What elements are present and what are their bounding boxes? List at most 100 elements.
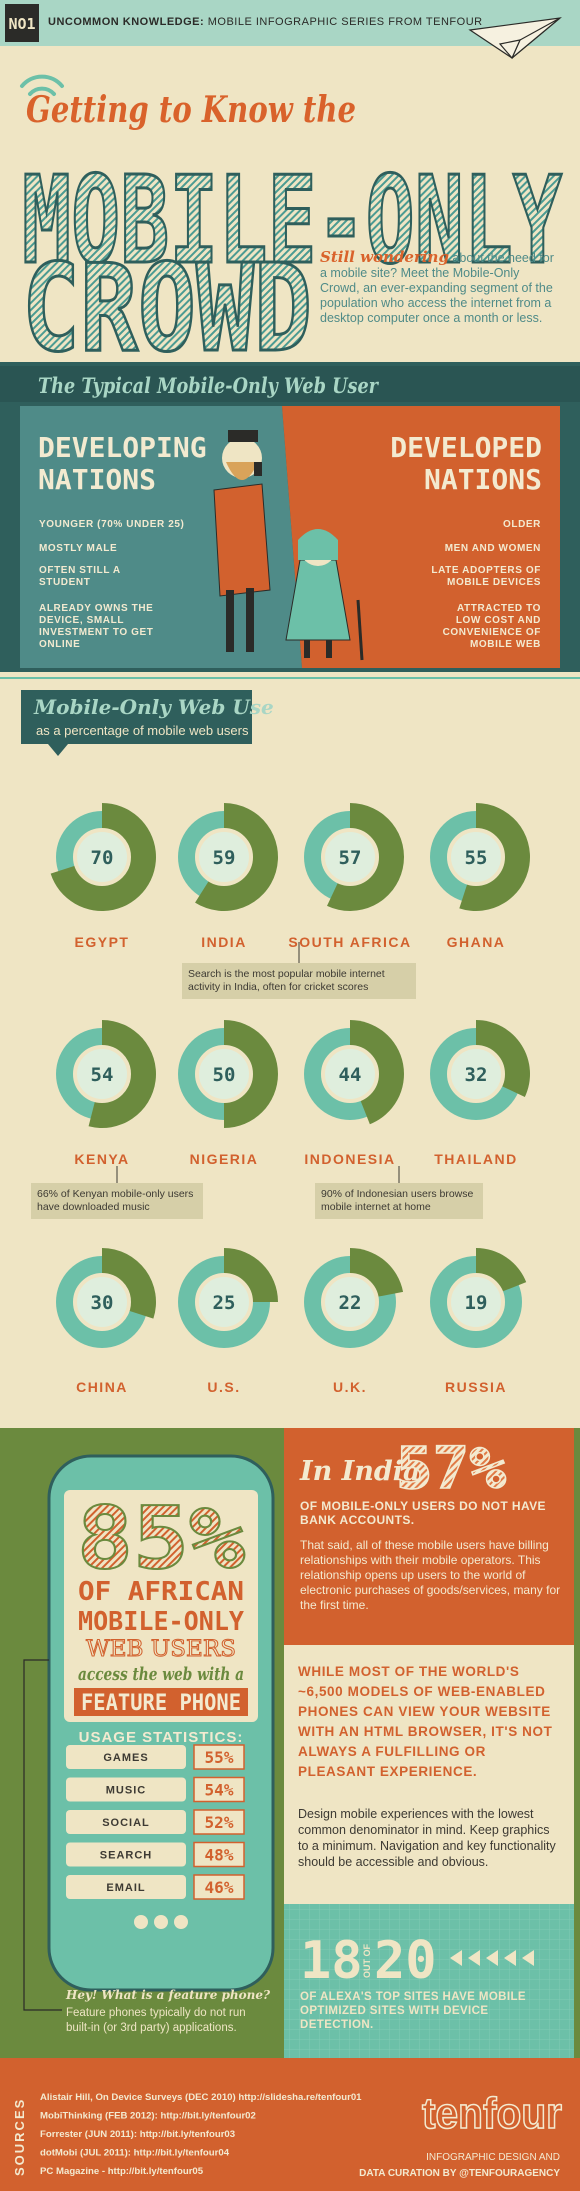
- annotation: 66% of Kenyan mobile-only users have dow…: [31, 1183, 203, 1219]
- chart-subtitle: as a percentage of mobile web users: [36, 723, 249, 738]
- phone-headline: 85%: [77, 1489, 245, 1589]
- note-title: Hey! What is a feature phone?: [66, 1988, 271, 2002]
- donut-label: U.S.: [207, 1379, 240, 1395]
- chart-title-pointer: [48, 744, 68, 756]
- usage-stats: GAMES 55% MUSIC 54% SOCIAL 52% SEARCH 48% EMAIL 4…: [66, 1744, 245, 1900]
- chart-title-box: [21, 690, 252, 744]
- alexa-number: 18: [300, 1931, 363, 1991]
- tagline: UNCOMMON KNOWLEDGE: MOBILE INFOGRAPHIC S…: [48, 16, 483, 28]
- donut-value: 50: [213, 1064, 236, 1086]
- stat-label: SEARCH: [100, 1850, 152, 1862]
- donut-value: 55: [465, 847, 488, 869]
- donut-hole: [195, 1045, 253, 1103]
- stat-box: [193, 1744, 245, 1770]
- donut-hole: [321, 1045, 379, 1103]
- phone-line-3: WEB USERS: [86, 1637, 236, 1662]
- donut-value: 32: [465, 1064, 488, 1086]
- trait: MEN AND WOMEN: [444, 543, 541, 554]
- donut-hole: [447, 828, 505, 886]
- donut-value: 54: [91, 1064, 114, 1086]
- credit-1: INFOGRAPHIC DESIGN AND: [426, 2152, 560, 2163]
- badge: [5, 4, 39, 42]
- stat-value: 48%: [205, 1846, 234, 1865]
- sources-label: SOURCES: [12, 2098, 27, 2176]
- stat-value: 55%: [205, 1748, 234, 1767]
- phone-screen: [64, 1490, 258, 1722]
- credit-2: DATA CURATION BY @TENFOURAGENCY: [359, 2168, 560, 2179]
- stat-label: SOCIAL: [102, 1817, 150, 1829]
- donut-hole: [447, 1045, 505, 1103]
- stat-box: [193, 1874, 245, 1900]
- browser-text: Design mobile experiences with the lowes…: [298, 1807, 556, 1869]
- stat-label: MUSIC: [106, 1785, 146, 1797]
- india-figure: 57%: [396, 1434, 506, 1502]
- browser-bold: WHILE MOST OF THE WORLD'S ~6,500 MODELS …: [298, 1664, 553, 1779]
- wifi-icon: [20, 74, 64, 96]
- footer: [0, 2058, 580, 2191]
- browser-panel: [284, 1645, 574, 1904]
- donut-hole: [321, 828, 379, 886]
- stat-value: 54%: [205, 1781, 234, 1800]
- phone-line-1: OF AFRICAN: [78, 1577, 244, 1607]
- stat-bar: [66, 1777, 186, 1802]
- donut-label: INDIA: [201, 934, 247, 950]
- trait: LATE ADOPTERS OF MOBILE DEVICES: [431, 565, 541, 588]
- trait: ATTRACTED TO LOW COST AND CONVENIENCE OF…: [442, 603, 541, 650]
- donut-value: 25: [213, 1292, 236, 1314]
- sources-list: Alistair Hill, On Device Surveys (DEC 20…: [40, 2092, 362, 2177]
- stat-bar: [66, 1745, 186, 1769]
- note-bracket: [23, 1659, 62, 2011]
- developing-heading: DEVELOPING NATIONS: [38, 431, 207, 496]
- donut-label: NIGERIA: [190, 1151, 259, 1167]
- stat-bar: [66, 1875, 186, 1899]
- stat-box: [193, 1776, 245, 1803]
- trait: OFTEN STILL A STUDENT: [39, 565, 121, 588]
- stats-title: USAGE STATISTICS:: [79, 1729, 244, 1746]
- india-lead: In India: [299, 1456, 421, 1487]
- stat-label: GAMES: [103, 1752, 148, 1764]
- alexa-panel: [284, 1904, 574, 2058]
- trait: OLDER: [503, 519, 541, 530]
- intro-lead: Still wondering: [320, 248, 449, 266]
- source-item: Alistair Hill, On Device Surveys (DEC 20…: [40, 2092, 362, 2103]
- stat-bar: [66, 1810, 186, 1834]
- donut-value: 70: [91, 847, 114, 869]
- phone-dots: [134, 1915, 188, 1929]
- india-panel: [284, 1428, 574, 1645]
- man-figure: [213, 430, 271, 652]
- donut-value: 59: [213, 847, 236, 869]
- donut-hole: [321, 1273, 379, 1331]
- chart-title: Mobile-Only Web Use: [33, 695, 274, 719]
- phone-line-5: FEATURE PHONE: [81, 1691, 241, 1716]
- donut-hole: [73, 1045, 131, 1103]
- phone-line-2: MOBILE-ONLY: [78, 1607, 244, 1637]
- badge-text: NO1: [8, 15, 35, 33]
- donut-chart: 70 EGYPT 59 INDIA 57 SOUTH AFRICA 55 GHANA 54 KEN…: [50, 803, 531, 1395]
- alexa-arrows: [450, 1950, 534, 1966]
- tagline-text: MOBILE INFOGRAPHIC SERIES FROM TENFOUR: [207, 16, 483, 28]
- paper-plane: [468, 17, 562, 60]
- donut-value: 30: [91, 1292, 114, 1314]
- trait: ALREADY OWNS THE DEVICE, SMALL INVESTMEN…: [39, 603, 154, 650]
- donut-label: INDONESIA: [304, 1151, 395, 1167]
- developed-heading: DEVELOPED NATIONS: [390, 431, 542, 496]
- stat-bar: [66, 1842, 186, 1867]
- source-item: dotMobi (JUL 2011): http://bit.ly/tenfou…: [40, 2148, 230, 2159]
- donut-value: 57: [339, 847, 362, 869]
- donut-hole: [447, 1273, 505, 1331]
- logo: tenfour: [422, 2089, 562, 2138]
- annotation: Search is the most popular mobile intern…: [182, 963, 416, 999]
- india-bold: OF MOBILE-ONLY USERS DO NOT HAVE BANK AC…: [300, 1499, 546, 1527]
- donut-label: SOUTH AFRICA: [288, 934, 411, 950]
- title-line-1: MOBILE-ONLY: [22, 152, 562, 291]
- donut-hole: [73, 828, 131, 886]
- donut-label: CHINA: [76, 1379, 128, 1395]
- developed-panel: [282, 406, 560, 668]
- title-line-2: CROWD: [22, 240, 312, 379]
- donut-value: 44: [339, 1064, 362, 1086]
- intro: Still wondering about the need for a mob…: [320, 250, 562, 326]
- typical-title: The Typical Mobile-Only Web User: [38, 373, 380, 398]
- stat-box: [193, 1841, 245, 1868]
